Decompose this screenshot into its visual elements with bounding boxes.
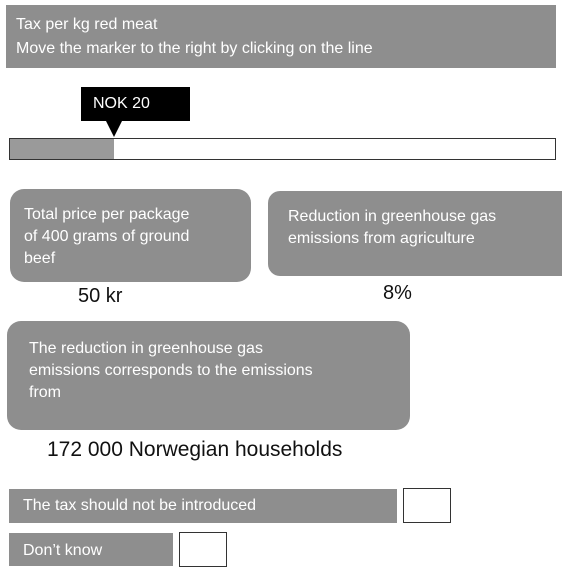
- tax-slider-fill: [10, 139, 114, 159]
- slider-marker-pointer-icon[interactable]: [106, 121, 122, 137]
- price-value: 50 kr: [78, 285, 123, 307]
- reduction-value: 8%: [383, 282, 412, 304]
- question-header: Tax per kg red meat Move the marker to t…: [6, 5, 556, 68]
- households-card-line-1: The reduction in greenhouse gas: [29, 340, 263, 357]
- option-label-dont-know: Don’t know: [9, 533, 173, 566]
- price-info-card: Total price per package of 400 grams of …: [10, 189, 251, 282]
- price-card-line-2: of 400 grams of ground: [24, 228, 190, 245]
- header-instruction: Move the marker to the right by clicking…: [16, 40, 373, 57]
- option-label-not-introduced: The tax should not be introduced: [9, 489, 397, 523]
- price-card-line-1: Total price per package: [24, 206, 190, 223]
- households-info-card: The reduction in greenhouse gas emission…: [7, 321, 410, 430]
- header-title: Tax per kg red meat: [16, 16, 158, 33]
- checkbox-dont-know[interactable]: [179, 532, 227, 567]
- households-card-line-2: emissions corresponds to the emissions: [29, 362, 313, 379]
- reduction-info-card: Reduction in greenhouse gas emissions fr…: [268, 191, 562, 276]
- slider-marker-label[interactable]: NOK 20: [81, 87, 190, 121]
- checkbox-not-introduced[interactable]: [403, 488, 451, 523]
- price-card-line-3: beef: [24, 250, 56, 267]
- reduction-card-line-1: Reduction in greenhouse gas: [288, 208, 497, 225]
- households-card-line-3: from: [29, 384, 61, 401]
- households-value: 172 000 Norwegian households: [47, 438, 343, 461]
- tax-slider-track[interactable]: [9, 138, 556, 160]
- reduction-card-line-2: emissions from agriculture: [288, 230, 475, 247]
